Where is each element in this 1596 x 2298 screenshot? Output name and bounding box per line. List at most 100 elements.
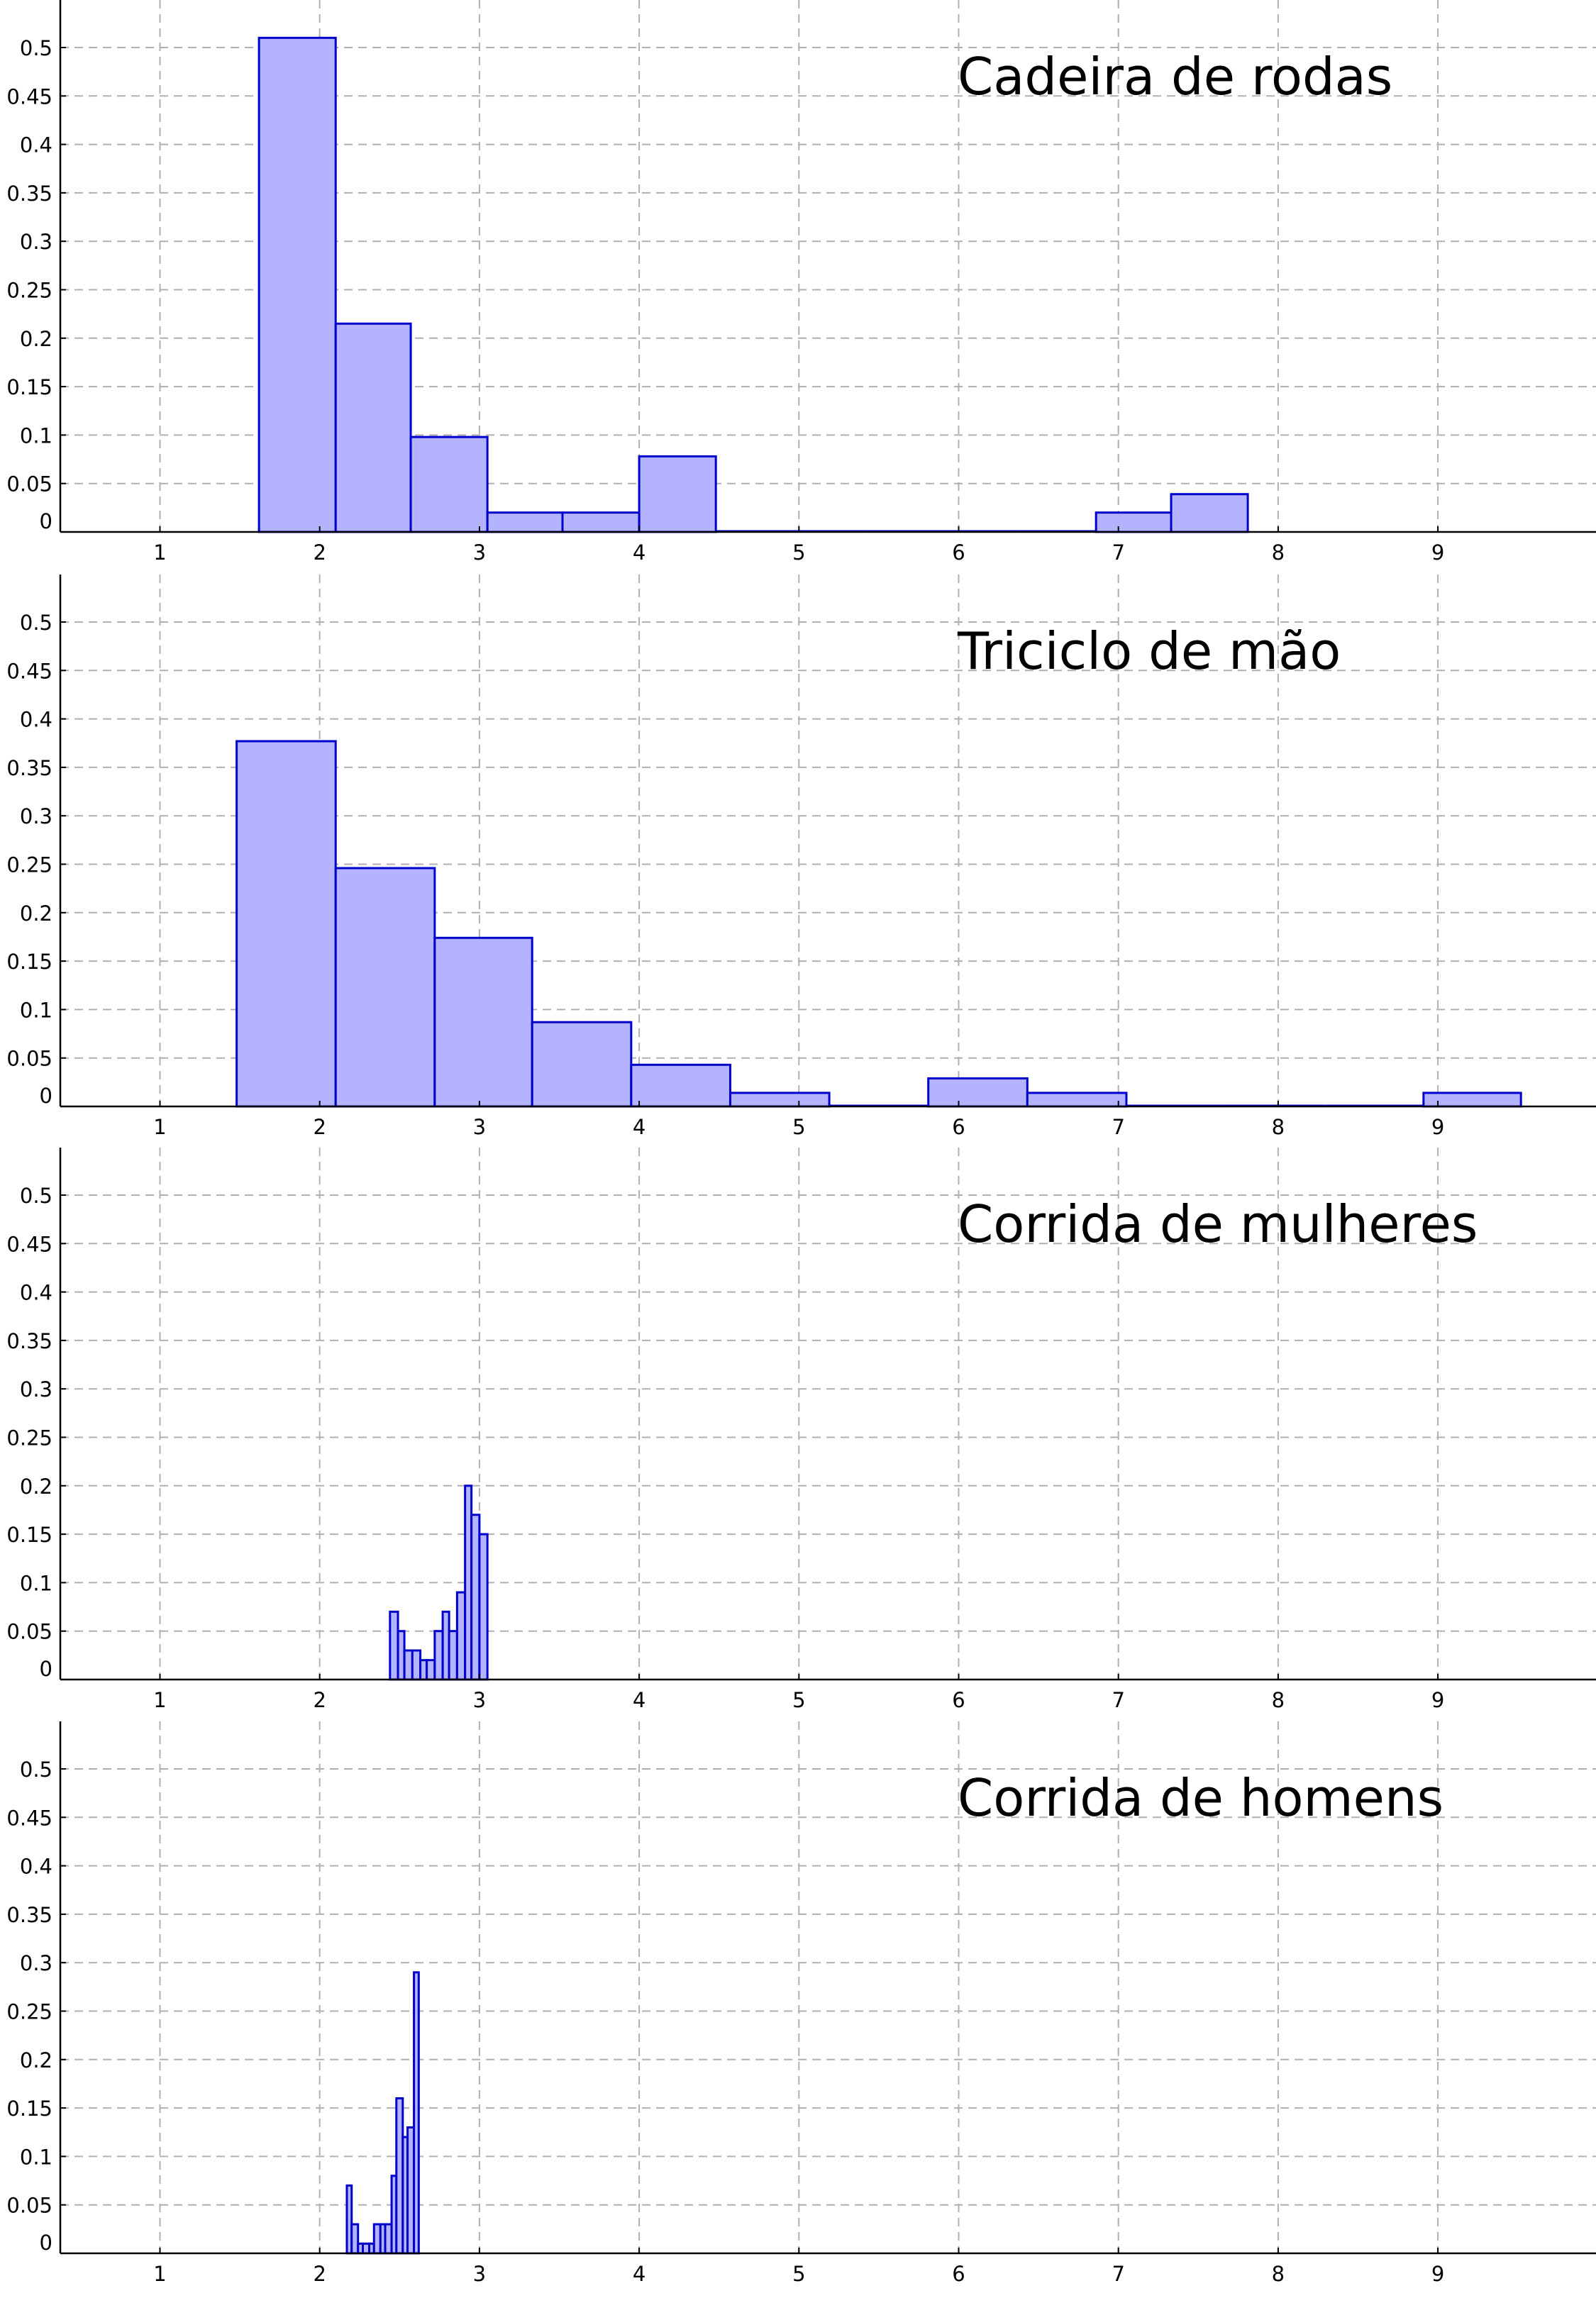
histogram-bar [334, 867, 436, 1108]
y-tick-label: 0.25 [6, 853, 52, 877]
y-tick-label: 0.25 [6, 1426, 52, 1450]
y-tick-label: 0.15 [6, 2097, 52, 2121]
histogram-bar [411, 1649, 422, 1681]
histogram-bar [470, 1514, 481, 1681]
x-tick-label: 6 [952, 1688, 965, 1712]
histogram-bar [1170, 493, 1249, 533]
x-tick-label: 7 [1112, 1688, 1124, 1712]
histogram-bar [426, 1659, 436, 1681]
y-tick-label: 0.5 [20, 611, 52, 635]
x-tick-label: 9 [1431, 1115, 1444, 1139]
x-tick-label: 8 [1272, 1115, 1285, 1139]
x-tick-label: 5 [792, 1115, 805, 1139]
x-tick-label: 3 [473, 1115, 486, 1139]
x-tick-label: 6 [952, 540, 965, 565]
chart-panel-3: 0 0.05 0.1 0.15 0.2 0.25 0.3 0.35 0.4 0.45 0.5 1 2 3 4… [6, 1148, 1596, 1712]
y-tick-label: 0.4 [20, 133, 52, 157]
y-tick-label: 0.15 [6, 1523, 52, 1547]
x-tick-label: 3 [473, 2262, 486, 2286]
x-tick-label: 6 [952, 2262, 965, 2286]
y-tick-label: 0.35 [6, 1903, 52, 1927]
x-tick-label: 7 [1112, 1115, 1124, 1139]
histogram-bar [728, 1092, 831, 1108]
y-tick-label: 0.3 [20, 1377, 52, 1401]
x-tick-label: 8 [1272, 540, 1285, 565]
x-tick-label: 7 [1112, 2262, 1124, 2286]
y-tick-label: 0.1 [20, 2145, 52, 2169]
x-tick-label: 1 [153, 1115, 166, 1139]
histogram-bar [1095, 511, 1173, 533]
y-tick-label: 0.25 [6, 2000, 52, 2024]
histogram-bar [334, 322, 412, 533]
histogram-bar [478, 1533, 489, 1681]
y-tick-label: 0.25 [6, 279, 52, 303]
y-tick-label: 0.05 [6, 1620, 52, 1644]
y-tick-label: 0.5 [20, 36, 52, 60]
chart-panel-1: 0 0.05 0.1 0.15 0.2 0.25 0.3 0.35 0.4 0.45 0.5 1 2 3 4… [6, 0, 1596, 565]
x-tick-label: 1 [153, 2262, 166, 2286]
y-tick-label: 0.4 [20, 708, 52, 732]
histogram-bar [433, 936, 533, 1108]
chart-panel-2: 0 0.05 0.1 0.15 0.2 0.25 0.3 0.35 0.4 0.45 0.5 1 2 3 4… [6, 574, 1596, 1139]
x-tick-label: 2 [313, 1688, 326, 1712]
y-tick-label: 0.2 [20, 901, 52, 926]
y-tick-label: 0.15 [6, 950, 52, 974]
histogram-bar [927, 1077, 1029, 1108]
y-tick-label: 0 [40, 1084, 52, 1108]
y-tick-label: 0.45 [6, 659, 52, 683]
y-tick-label: 0.35 [6, 1329, 52, 1353]
x-tick-label: 8 [1272, 1688, 1285, 1712]
histogram-bar [409, 435, 489, 533]
x-tick-label: 4 [633, 1115, 645, 1139]
x-tick-label: 5 [792, 540, 805, 565]
y-tick-label: 0.1 [20, 998, 52, 1022]
panel-title: Cadeira de rodas [958, 47, 1392, 106]
x-tick-label: 9 [1431, 2262, 1444, 2286]
y-tick-label: 0.2 [20, 327, 52, 351]
histogram-bar [638, 455, 717, 533]
x-tick-label: 6 [952, 1115, 965, 1139]
x-tick-label: 4 [633, 540, 645, 565]
y-tick-label: 0.2 [20, 1475, 52, 1499]
histogram-bar [448, 1630, 458, 1681]
y-tick-label: 0.5 [20, 1184, 52, 1208]
x-tick-label: 8 [1272, 2262, 1285, 2286]
x-tick-label: 7 [1112, 540, 1124, 565]
y-tick-label: 0 [40, 2231, 52, 2255]
y-tick-label: 0.3 [20, 804, 52, 828]
x-tick-label: 4 [633, 1688, 645, 1712]
x-tick-label: 4 [633, 2262, 645, 2286]
histogram-bar [561, 511, 641, 533]
x-tick-label: 3 [473, 1688, 486, 1712]
panel-title: Corrida de mulheres [958, 1194, 1478, 1254]
x-tick-label: 9 [1431, 540, 1444, 565]
histogram-bar [403, 1649, 414, 1681]
x-tick-label: 2 [313, 2262, 326, 2286]
y-tick-label: 0.4 [20, 1281, 52, 1305]
y-tick-label: 0.35 [6, 756, 52, 780]
histogram-bar [630, 1063, 731, 1108]
y-tick-label: 0.45 [6, 1232, 52, 1256]
y-tick-label: 0.35 [6, 182, 52, 206]
histogram-bar [413, 1971, 420, 2255]
x-tick-label: 1 [153, 540, 166, 565]
histogram-bar [257, 36, 337, 533]
histogram-bar [389, 1610, 399, 1681]
y-tick-label: 0 [40, 1657, 52, 1681]
y-tick-label: 0 [40, 509, 52, 533]
y-tick-label: 0.1 [20, 423, 52, 448]
y-tick-label: 0.4 [20, 1855, 52, 1879]
y-tick-label: 0.05 [6, 472, 52, 496]
x-tick-label: 3 [473, 540, 486, 565]
x-tick-label: 9 [1431, 1688, 1444, 1712]
histogram-bar [531, 1021, 633, 1108]
histogram-bar [235, 740, 337, 1108]
x-tick-label: 2 [313, 1115, 326, 1139]
x-tick-label: 5 [792, 2262, 805, 2286]
y-tick-label: 0.3 [20, 1951, 52, 1975]
y-tick-label: 0.5 [20, 1758, 52, 1782]
y-tick-label: 0.45 [6, 84, 52, 109]
histogram-bar [455, 1591, 467, 1681]
x-tick-label: 1 [153, 1688, 166, 1712]
